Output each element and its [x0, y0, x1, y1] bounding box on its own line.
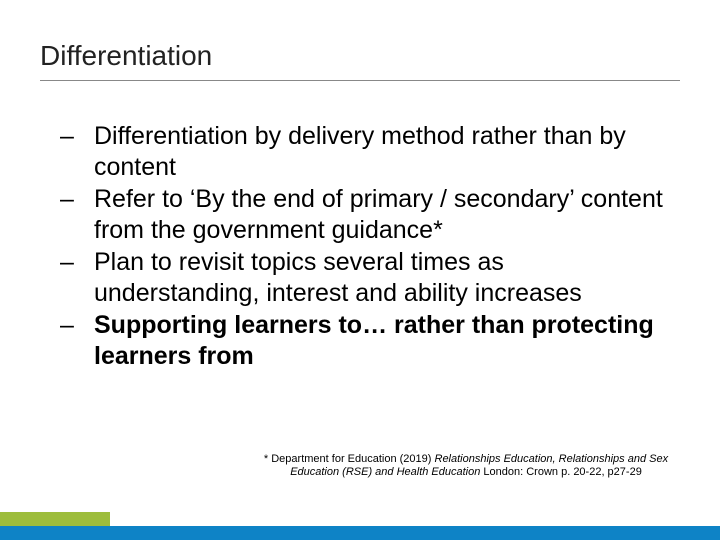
bullet-text: Differentiation by delivery method rathe… [94, 122, 626, 181]
footnote-prefix: * Department for Education (2019) [264, 453, 435, 465]
bullet-text: Supporting learners to… rather than prot… [94, 311, 654, 370]
bullet-list: Differentiation by delivery method rathe… [50, 121, 670, 371]
footnote: * Department for Education (2019) Relati… [256, 453, 676, 481]
slide: Differentiation Differentiation by deliv… [0, 0, 720, 540]
list-item: Plan to revisit topics several times as … [90, 247, 670, 308]
footer-bar [0, 512, 720, 540]
list-item: Supporting learners to… rather than prot… [90, 310, 670, 371]
bullet-text: Refer to ‘By the end of primary / second… [94, 185, 663, 244]
list-item: Differentiation by delivery method rathe… [90, 121, 670, 182]
list-item: Refer to ‘By the end of primary / second… [90, 184, 670, 245]
bullet-text: Plan to revisit topics several times as … [94, 248, 582, 307]
slide-title: Differentiation [40, 40, 670, 72]
footer-accent-blue [0, 526, 720, 540]
footnote-suffix: London: Crown p. 20-22, p27-29 [483, 466, 641, 478]
title-underline [40, 80, 680, 81]
footer-accent-green [0, 512, 110, 526]
